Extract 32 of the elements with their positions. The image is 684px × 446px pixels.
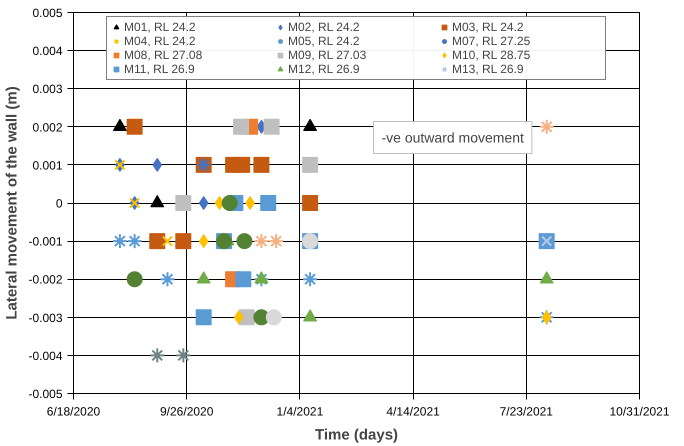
x-tick-label: 7/23/2021 bbox=[500, 404, 554, 418]
x-tick-label: 9/26/2020 bbox=[160, 404, 214, 418]
legend-label: M07, RL 27.25 bbox=[452, 34, 532, 48]
annotation: -ve outward movement bbox=[382, 130, 524, 146]
legend-label: M03, RL 24.2 bbox=[452, 20, 525, 34]
y-tick-label: -0.003 bbox=[28, 310, 63, 325]
x-tick-label: 1/4/2021 bbox=[276, 404, 324, 418]
y-tick-label: 0.003 bbox=[32, 82, 63, 96]
legend-label: M11, RL 26.9 bbox=[124, 62, 196, 76]
legend-label: M12, RL 26.9 bbox=[288, 62, 361, 76]
y-tick-label: -0.004 bbox=[28, 348, 63, 363]
x-tick-label: 4/14/2021 bbox=[386, 404, 440, 418]
y-tick-label: 0.004 bbox=[32, 44, 63, 58]
x-tick-label: 10/31/2021 bbox=[609, 404, 670, 418]
y-tick-label: 0 bbox=[56, 196, 63, 210]
legend-label: M02, RL 24.2 bbox=[288, 20, 361, 34]
legend-label: M10, RL 28.75 bbox=[452, 48, 532, 62]
legend-label: M08, RL 27.08 bbox=[124, 48, 204, 62]
legend-label: M09, RL 27.03 bbox=[288, 48, 368, 62]
y-tick-label: 0.005 bbox=[32, 6, 63, 20]
y-tick-label: 0.002 bbox=[32, 120, 63, 134]
y-tick-label: -0.001 bbox=[28, 234, 63, 249]
y-tick-label: 0.001 bbox=[32, 158, 63, 172]
x-tick-label: 6/18/2020 bbox=[46, 404, 101, 418]
x-axis-title: Time (days) bbox=[314, 426, 398, 444]
legend-label: M01, RL 24.2 bbox=[124, 20, 197, 34]
y-axis-title: Lateral movement of the wall (m) bbox=[3, 86, 20, 320]
legend-label: M04, RL 24.2 bbox=[124, 34, 197, 48]
legend-label: M13, RL 26.9 bbox=[452, 62, 525, 76]
legend-label: M05, RL 24.2 bbox=[288, 34, 361, 48]
y-tick-label: -0.002 bbox=[28, 272, 63, 287]
y-tick-label: -0.005 bbox=[28, 387, 63, 401]
